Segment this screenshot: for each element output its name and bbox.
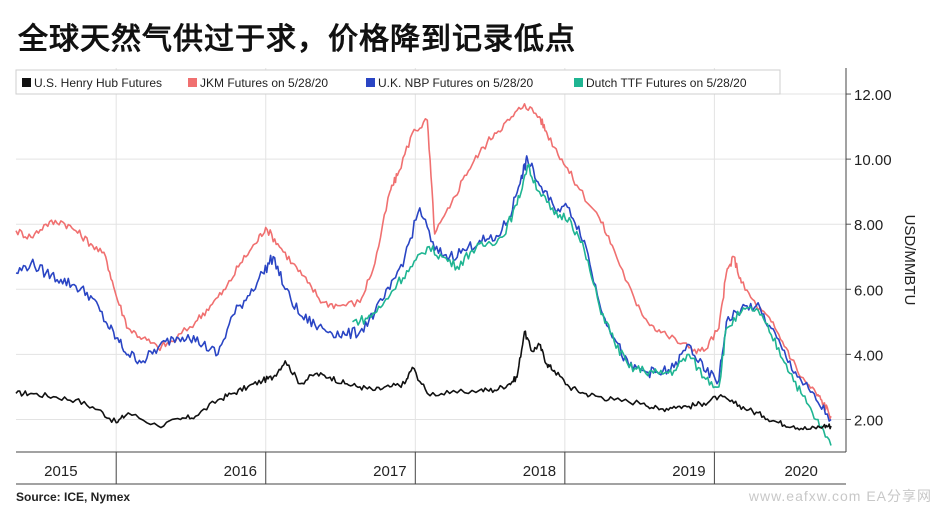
y-tick-label: 12.00 [854,87,892,104]
x-tick-label: 2017 [373,463,406,480]
legend-box [15,69,781,95]
legend-swatch [574,78,583,87]
y-tick-label: 10.00 [854,152,892,169]
y-tick-label: 2.00 [854,412,883,429]
legend-label: JKM Futures on 5/28/20 [200,76,328,90]
legend-swatch [22,78,31,87]
y-tick-label: 6.00 [854,282,883,299]
watermark: www.eafxw.com EA分享网 [748,488,932,504]
legend-label: U.K. NBP Futures on 5/28/20 [378,76,534,90]
legend-swatch [366,78,375,87]
legend-swatch [188,78,197,87]
y-tick-label: 4.00 [854,347,883,364]
x-tick-label: 2015 [44,463,77,480]
y-tick-label: 8.00 [854,217,883,234]
series-line-u-k-nbp-futures-on-5-28-20 [15,155,832,422]
x-tick-label: 2016 [224,463,257,480]
x-tick-label: 2020 [784,463,817,480]
source-note: Source: ICE, Nymex [16,490,131,504]
legend-label: Dutch TTF Futures on 5/28/20 [586,76,747,90]
legend-label: U.S. Henry Hub Futures [34,76,162,90]
x-tick-label: 2018 [523,463,556,480]
x-tick-label: 2019 [672,463,705,480]
chart-title: 全球天然气供过于求，价格降到记录低点 [18,22,576,57]
series-line-u-s-henry-hub-futures [15,330,832,431]
y-axis-label: USD/MMBTU [901,215,918,306]
series-line-jkm-futures-on-5-28-20 [15,103,832,420]
series-line-dutch-ttf-futures-on-5-28-20 [352,163,832,446]
